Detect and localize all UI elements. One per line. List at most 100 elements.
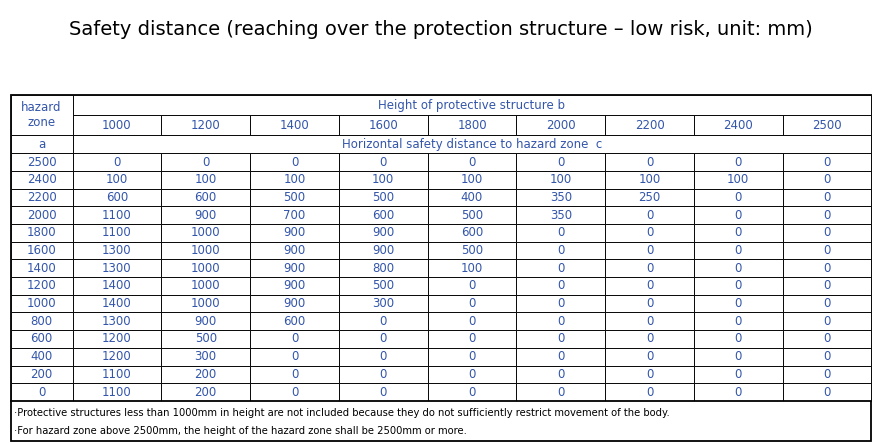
Bar	[339, 189, 428, 206]
Bar	[782, 224, 871, 241]
Text: 0: 0	[468, 385, 475, 399]
Bar	[72, 224, 161, 241]
Text: 1000: 1000	[26, 297, 56, 310]
Bar	[339, 348, 428, 365]
Bar	[516, 206, 605, 224]
Text: 900: 900	[283, 297, 305, 310]
Text: 1000: 1000	[102, 119, 131, 132]
Bar	[11, 295, 72, 312]
Text: 0: 0	[824, 173, 831, 186]
Bar	[161, 206, 250, 224]
Bar	[605, 348, 694, 365]
Bar	[72, 135, 871, 153]
Text: 2200: 2200	[26, 191, 56, 204]
Bar	[694, 224, 782, 241]
Text: 2400: 2400	[723, 119, 753, 132]
Text: 0: 0	[379, 350, 387, 363]
Bar	[250, 277, 339, 295]
Text: 0: 0	[735, 209, 742, 222]
Text: 0: 0	[824, 262, 831, 275]
Bar	[516, 224, 605, 241]
Bar	[428, 153, 516, 171]
Bar	[516, 295, 605, 312]
Bar	[339, 383, 428, 401]
Text: 0: 0	[824, 368, 831, 381]
Bar	[605, 330, 694, 348]
Bar	[782, 277, 871, 295]
Bar	[72, 365, 161, 383]
Bar	[250, 224, 339, 241]
Bar	[250, 206, 339, 224]
Bar	[428, 295, 516, 312]
Text: Height of protective structure b: Height of protective structure b	[378, 99, 565, 112]
Text: 0: 0	[379, 385, 387, 399]
Text: 0: 0	[646, 209, 654, 222]
Text: 0: 0	[379, 315, 387, 328]
Text: 100: 100	[549, 173, 572, 186]
Bar	[250, 189, 339, 206]
Bar	[339, 171, 428, 189]
Bar	[72, 115, 161, 135]
Text: 0: 0	[468, 280, 475, 292]
Text: ·For hazard zone above 2500mm, the height of the hazard zone shall be 2500mm or : ·For hazard zone above 2500mm, the heigh…	[14, 426, 467, 436]
Text: 600: 600	[372, 209, 394, 222]
Bar	[782, 330, 871, 348]
Text: 0: 0	[824, 209, 831, 222]
Bar	[516, 171, 605, 189]
Bar	[605, 115, 694, 135]
Bar	[428, 348, 516, 365]
Text: 1100: 1100	[102, 368, 131, 381]
Bar	[516, 153, 605, 171]
Bar	[605, 241, 694, 259]
Text: 600: 600	[461, 226, 483, 239]
Bar	[161, 348, 250, 365]
Text: 900: 900	[283, 244, 305, 257]
Bar	[250, 295, 339, 312]
Bar	[250, 330, 339, 348]
Text: 0: 0	[646, 297, 654, 310]
Bar	[782, 189, 871, 206]
Text: 0: 0	[735, 385, 742, 399]
Text: 0: 0	[291, 155, 298, 168]
Bar	[11, 224, 72, 241]
Bar	[516, 312, 605, 330]
Text: 0: 0	[468, 368, 475, 381]
Text: 0: 0	[557, 350, 564, 363]
Bar	[339, 115, 428, 135]
Bar	[605, 189, 694, 206]
Text: 0: 0	[557, 368, 564, 381]
Text: 0: 0	[557, 226, 564, 239]
Bar	[428, 171, 516, 189]
Text: 900: 900	[372, 244, 394, 257]
Text: 0: 0	[379, 332, 387, 346]
Text: 1000: 1000	[191, 244, 220, 257]
Text: 0: 0	[735, 191, 742, 204]
Text: 0: 0	[468, 350, 475, 363]
Bar	[250, 153, 339, 171]
Text: 1300: 1300	[102, 315, 131, 328]
Bar	[605, 312, 694, 330]
Text: 0: 0	[824, 244, 831, 257]
Bar	[694, 383, 782, 401]
Bar	[428, 224, 516, 241]
Text: 0: 0	[824, 350, 831, 363]
Bar	[339, 295, 428, 312]
Bar	[11, 401, 871, 441]
Text: 0: 0	[824, 280, 831, 292]
Bar	[339, 312, 428, 330]
Bar	[161, 115, 250, 135]
Bar	[72, 312, 161, 330]
Text: 200: 200	[195, 385, 217, 399]
Bar	[694, 206, 782, 224]
Text: 1400: 1400	[102, 297, 131, 310]
Text: 0: 0	[291, 350, 298, 363]
Bar	[605, 153, 694, 171]
Bar	[11, 330, 72, 348]
Bar	[11, 95, 871, 401]
Text: 1100: 1100	[102, 209, 131, 222]
Text: 0: 0	[646, 262, 654, 275]
Text: 0: 0	[646, 368, 654, 381]
Bar	[516, 383, 605, 401]
Bar	[250, 348, 339, 365]
Bar	[11, 241, 72, 259]
